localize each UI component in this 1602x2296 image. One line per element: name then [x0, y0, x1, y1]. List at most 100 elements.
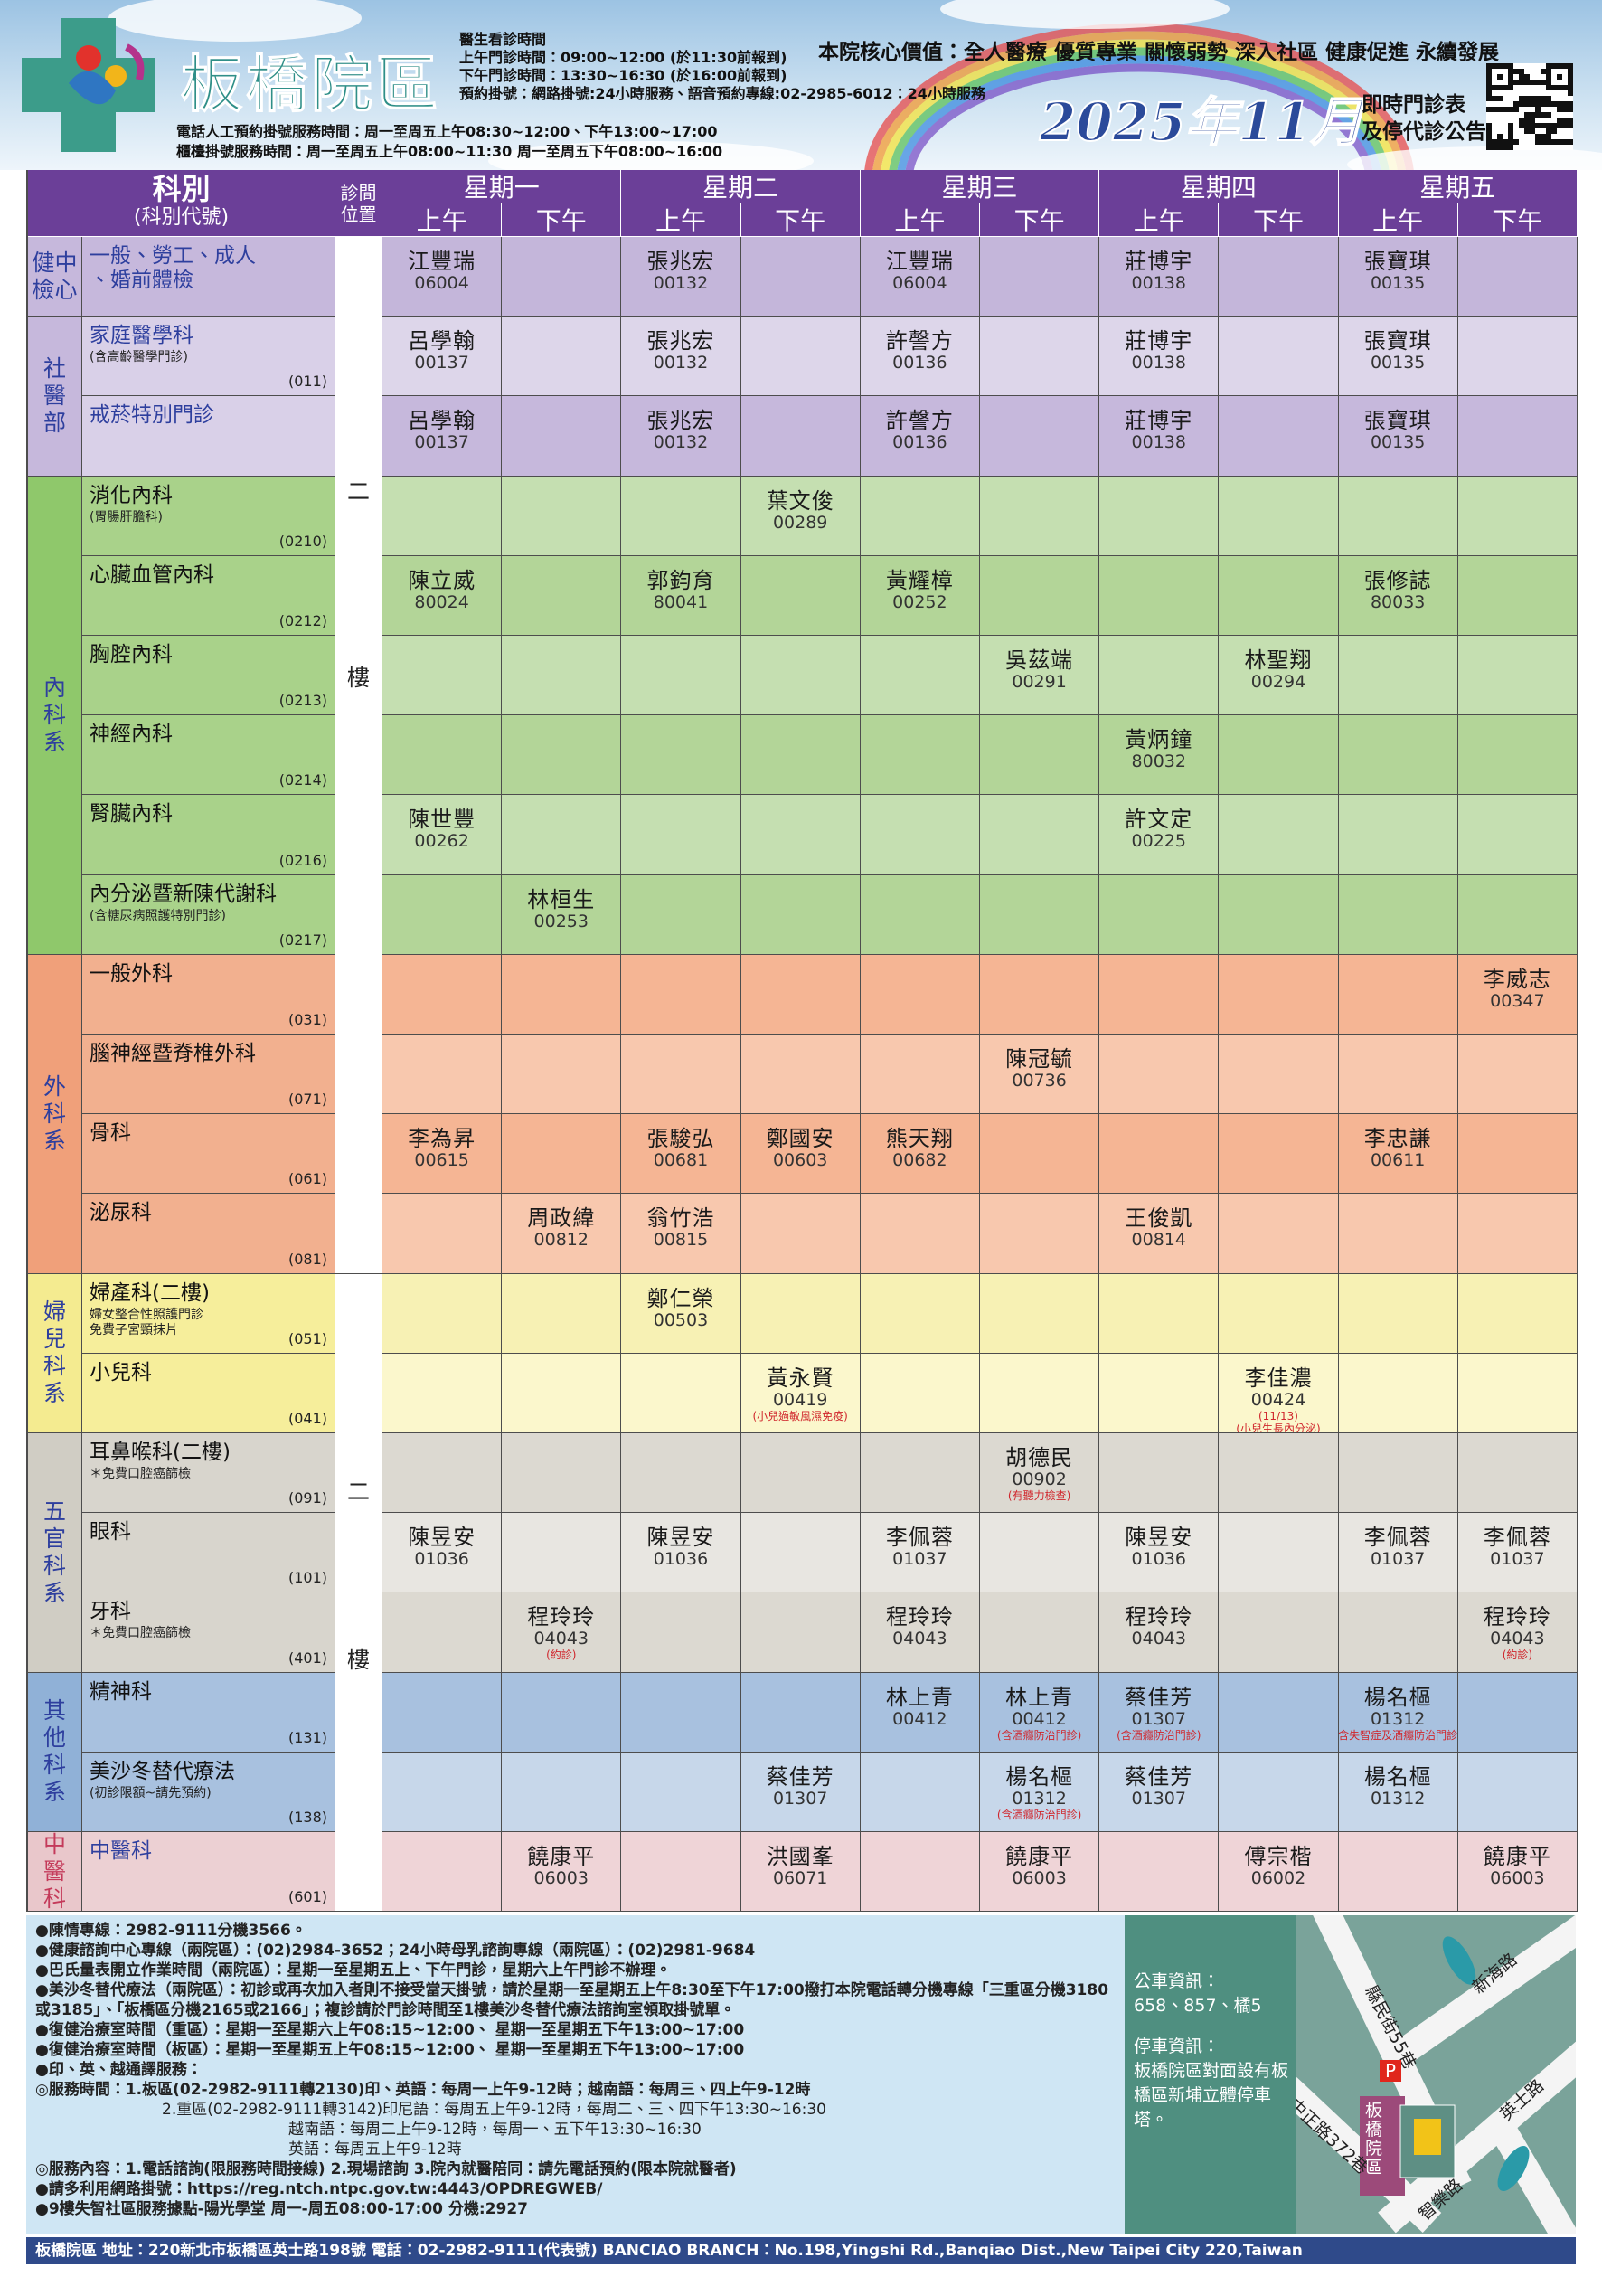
schedule-cell	[1219, 476, 1339, 556]
doctor-name: 楊名樞	[1363, 1684, 1432, 1710]
dept-note: 婦女整合性照護門診	[90, 1307, 203, 1322]
dept-cell: 內分泌暨新陳代謝科 (含糖尿病照護特別門診) (0217)	[82, 874, 335, 955]
qr-module	[1524, 123, 1530, 128]
qr-module	[1519, 118, 1524, 123]
dept-cell: 胸腔內科 (0213)	[82, 636, 335, 716]
half-header: 下午	[502, 203, 622, 237]
doctor-id: 00225	[1131, 831, 1186, 852]
qr-module	[1486, 90, 1492, 96]
schedule-cell	[740, 954, 861, 1035]
schedule-cell	[860, 636, 980, 716]
day-header: 星期五	[1338, 170, 1578, 203]
schedule-cell: 李佩蓉 01037	[1457, 1513, 1578, 1593]
doctor-id: 00289	[772, 512, 828, 533]
schedule-cell: 張駿弘 00681	[621, 1114, 741, 1195]
qr-module	[1568, 90, 1573, 96]
qr-module	[1486, 139, 1492, 145]
qr-module	[1492, 96, 1497, 101]
doctor-id: 00424	[1250, 1389, 1306, 1410]
schedule-cell	[740, 1513, 861, 1593]
schedule-cell	[382, 715, 503, 796]
group-name: 科	[42, 1552, 66, 1579]
dept-note: (胃腸肝膽科)	[90, 509, 163, 524]
group-name: 科	[42, 1100, 66, 1127]
schedule-cell	[860, 795, 980, 875]
schedule-cell	[1457, 317, 1578, 397]
schedule-cell	[502, 954, 622, 1035]
qr-module	[1551, 123, 1557, 128]
schedule-cell: 張寶琪 00135	[1338, 237, 1458, 317]
dept-name: 一般外科	[90, 961, 173, 986]
doctor-id: 01312	[1370, 1788, 1426, 1809]
schedule-cell	[502, 795, 622, 875]
doctor-id: 00347	[1490, 990, 1545, 1011]
qr-module	[1568, 101, 1573, 107]
qr-module	[1530, 123, 1535, 128]
doctor-id: 00132	[653, 353, 709, 373]
dept-code: (031)	[287, 1010, 327, 1028]
schedule-cell	[621, 1672, 741, 1753]
schedule-cell	[860, 1273, 980, 1354]
qr-module	[1524, 96, 1530, 101]
qr-module	[1508, 139, 1513, 145]
schedule-cell: 呂學翰 00137	[382, 317, 503, 397]
doctor-id: 00615	[414, 1150, 469, 1171]
info-line: 越南語：每周二上午9-12時，每周一、五下午13:30~16:30	[288, 2121, 702, 2139]
qr-module	[1524, 118, 1530, 123]
doctor-name: 呂學翰	[408, 408, 476, 434]
dept-code: (0217)	[278, 931, 327, 949]
qr-module	[1486, 74, 1492, 80]
schedule-cell: 張兆宏 00132	[621, 396, 741, 477]
group-name: 兒	[42, 1326, 66, 1353]
doctor-name: 蔡佳芳	[766, 1763, 834, 1790]
qr-module	[1557, 74, 1562, 80]
schedule-cell	[621, 1035, 741, 1115]
schedule-cell	[1219, 1433, 1339, 1514]
doctor-name: 張駿弘	[646, 1126, 715, 1152]
logo	[22, 18, 155, 152]
qr-module	[1508, 80, 1513, 85]
schedule-cell	[1457, 1194, 1578, 1274]
doctor-name: 吳茲端	[1005, 647, 1074, 673]
info-line: ◎服務時間：1.板區(02-2982-9111轉2130)印、英語：每周一上午9…	[35, 2081, 811, 2099]
group-cell: 五官科系	[28, 1433, 82, 1673]
location-text: 二	[346, 477, 370, 505]
dept-name: 消化內科	[90, 483, 173, 507]
qr-module	[1546, 123, 1551, 128]
doctor-id: 80033	[1370, 591, 1426, 612]
schedule-cell	[1099, 1832, 1220, 1913]
schedule-cell	[860, 1035, 980, 1115]
qr-module	[1486, 96, 1492, 101]
schedule-cell	[1338, 1433, 1458, 1514]
schedule-cell	[382, 1273, 503, 1354]
schedule-cell: 李佳濃 00424 (11/13) (小兒生長內分泌)	[1219, 1353, 1339, 1433]
doctor-id: 00138	[1131, 273, 1186, 293]
qr-module	[1508, 69, 1513, 74]
qr-module	[1530, 128, 1535, 134]
doctor-id: 00503	[653, 1309, 709, 1330]
schedule-cell	[1099, 874, 1220, 955]
doctor-name: 楊名樞	[1363, 1763, 1432, 1790]
schedule-table: 科別 (科別代號) 診間位置 星期一 上午 下午 星期二 上午 下午 星期三 上午 下午 星期四 上午 下午…	[26, 170, 1578, 1913]
schedule-cell: 張兆宏 00132	[621, 237, 741, 317]
schedule-cell	[621, 1353, 741, 1433]
doctor-name: 郭鈞育	[646, 567, 715, 593]
schedule-cell	[502, 1433, 622, 1514]
bus-info: 658、857、橘5	[1134, 1996, 1262, 2016]
half-header: 下午	[1219, 203, 1339, 237]
group-name: 社	[42, 354, 66, 382]
group-name: 部	[42, 409, 66, 436]
schedule-cell	[1338, 636, 1458, 716]
qr-module	[1530, 112, 1535, 118]
dept-name: 、婚前體檢	[90, 269, 193, 292]
doctor-id: 00138	[1131, 353, 1186, 373]
dept-header-sub: (科別代號)	[133, 205, 230, 229]
qr-module	[1551, 139, 1557, 145]
group-name: 官	[42, 1525, 66, 1552]
doctor-id: 00412	[1012, 1708, 1067, 1729]
group-name: 系	[42, 1779, 66, 1806]
qr-module	[1557, 123, 1562, 128]
schedule-cell	[1099, 636, 1220, 716]
group-cell: 其他科系	[28, 1672, 82, 1832]
schedule-cell	[502, 715, 622, 796]
